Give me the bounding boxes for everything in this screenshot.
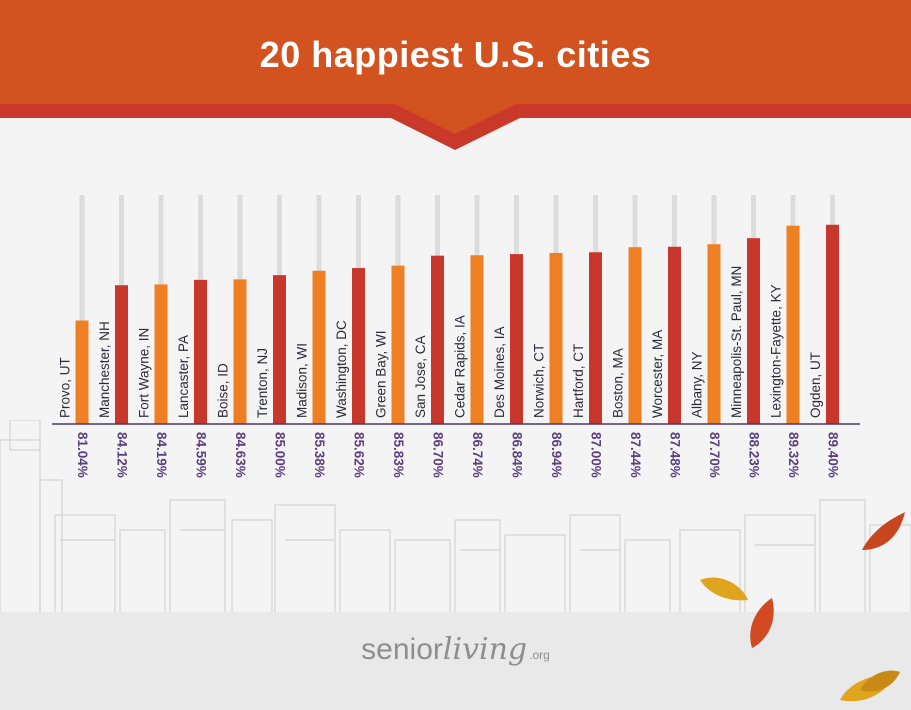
value-label: 81.04%: [75, 432, 90, 478]
bar-14: [589, 252, 602, 424]
category-label: Boston, MA: [611, 348, 626, 418]
category-label: Des Moines, IA: [492, 326, 507, 418]
category-label: Albany, NY: [690, 351, 705, 418]
value-label: 86.84%: [510, 432, 525, 478]
category-label: Lancaster, PA: [176, 335, 191, 418]
category-label: Norwich, CT: [532, 344, 547, 418]
bar-19: [786, 225, 800, 424]
category-label: Green Bay, WI: [374, 330, 389, 418]
value-label: 85.83%: [391, 432, 406, 478]
value-label: 88.23%: [747, 432, 762, 478]
bar-track: [79, 195, 85, 424]
seniorliving-logo[interactable]: seniorliving .org: [361, 632, 550, 667]
category-label: Provo, UT: [58, 357, 73, 418]
value-label: 84.63%: [233, 432, 248, 478]
bar-2: [115, 285, 128, 424]
category-label: Worcester, MA: [650, 330, 665, 418]
value-label: 84.59%: [194, 432, 209, 478]
bar-18: [747, 238, 760, 424]
category-label: Minneapolis-St. Paul, MN: [729, 266, 744, 418]
value-label: 87.00%: [589, 432, 604, 478]
bar-5: [233, 279, 247, 424]
value-label: 84.12%: [115, 432, 130, 478]
bar-7: [312, 270, 326, 424]
category-label: Trenton, NJ: [255, 348, 270, 418]
bar-17: [707, 244, 721, 424]
category-label: Cedar Rapids, IA: [453, 315, 468, 418]
category-label: Boise, ID: [216, 363, 231, 418]
category-label: Ogden, UT: [808, 352, 823, 418]
value-label: 86.70%: [431, 432, 446, 478]
bar-8: [352, 268, 365, 424]
bar-6: [273, 275, 286, 424]
category-label: Fort Wayne, IN: [137, 328, 152, 418]
value-label: 87.48%: [668, 432, 683, 478]
city-skyline-illustration: [0, 420, 911, 620]
bar-16: [668, 246, 681, 424]
bar-4: [194, 279, 207, 424]
value-label: 87.70%: [707, 432, 722, 478]
value-label: 85.38%: [312, 432, 327, 478]
category-label: Madison, WI: [295, 343, 310, 418]
value-label: 85.62%: [352, 432, 367, 478]
bar-3: [154, 284, 168, 424]
bar-15: [628, 247, 642, 424]
value-label: 85.00%: [273, 432, 288, 478]
category-label: Hartford, CT: [571, 344, 586, 418]
page-title: 20 happiest U.S. cities: [259, 34, 652, 75]
value-label: 86.74%: [470, 432, 485, 478]
bar-10: [431, 255, 444, 424]
bar-11: [470, 255, 484, 424]
category-label: Manchester, NH: [97, 321, 112, 418]
title-banner: [0, 0, 911, 150]
value-label: 86.94%: [549, 432, 564, 478]
bar-9: [391, 265, 405, 424]
category-label: Lexington-Fayette, KY: [769, 284, 784, 418]
value-label: 89.32%: [786, 432, 801, 478]
bar-20: [826, 224, 839, 424]
value-label: 84.19%: [154, 432, 169, 478]
category-label: Washington, DC: [334, 320, 349, 418]
bar-12: [510, 254, 523, 424]
category-label: San Jose, CA: [413, 335, 428, 418]
value-label: 89.40%: [826, 432, 841, 478]
bar-13: [549, 252, 563, 424]
value-label: 87.44%: [628, 432, 643, 478]
bar-1: [75, 320, 89, 424]
